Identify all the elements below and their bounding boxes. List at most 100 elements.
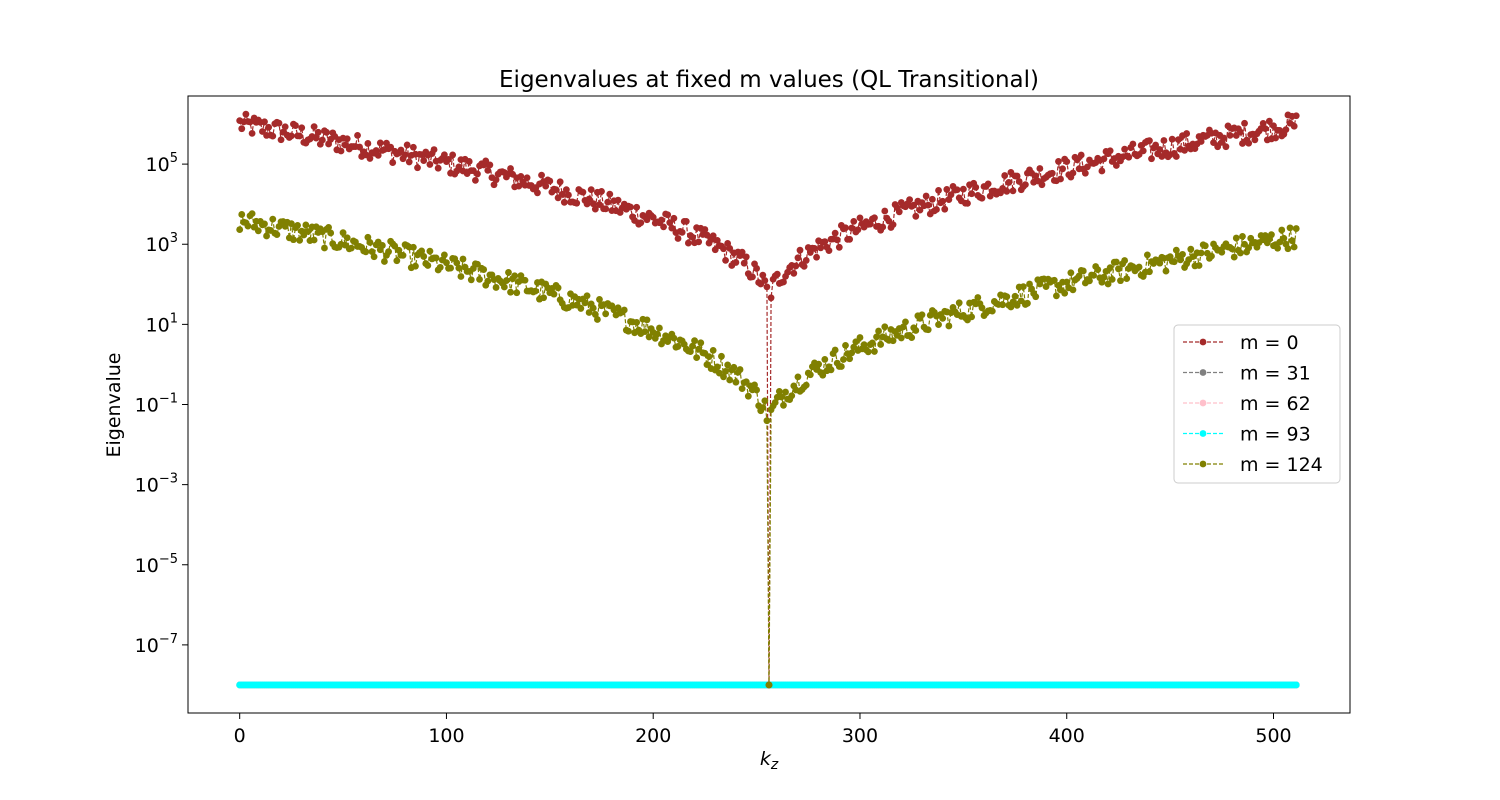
legend-item: m = 93 [1183,424,1311,446]
data-point [709,232,717,240]
data-point [455,163,463,171]
data-point [738,248,746,256]
data-point [430,146,438,153]
data-point [1265,117,1273,125]
data-point [1282,126,1290,134]
data-point [1021,181,1029,189]
data-point [1135,263,1143,271]
data-point [889,221,897,229]
data-point [1177,256,1184,264]
data-point [399,251,407,259]
data-point [381,258,388,265]
data-point [633,203,641,211]
data-point [236,226,244,233]
data-point [761,397,769,405]
data-point [513,289,521,297]
data-point [713,236,721,244]
data-point [837,363,845,370]
data-point [587,186,595,194]
x-axis: 0 100 200 300 400 500 [234,713,1292,747]
data-point [678,228,686,236]
data-point [1259,119,1267,127]
data-point [1104,280,1112,288]
y-tick-label: 103 [146,231,178,256]
data-point [1112,162,1120,169]
data-point [1009,187,1017,195]
data-point [988,307,996,315]
data-point [825,247,833,255]
y-tick-label: 10−3 [135,472,178,497]
data-point [918,311,926,319]
data-point [1048,169,1056,177]
data-point [753,386,760,394]
data-point [792,262,800,270]
data-point [1057,175,1064,183]
data-point [695,238,703,246]
data-point [546,177,554,185]
data-point [409,143,417,151]
data-point [1036,165,1044,172]
data-point [821,238,829,246]
data-point [724,361,732,369]
data-point [871,348,878,355]
data-point [742,378,750,386]
data-point [596,201,603,209]
data-point [1079,267,1087,275]
data-point [1172,153,1180,160]
data-point [507,165,514,172]
data-point [290,236,297,244]
data-point [974,294,982,301]
data-point [1168,135,1176,143]
data-point [1077,151,1085,159]
plot-area [236,110,1300,689]
data-point [287,220,295,228]
data-point [296,236,304,244]
data-point [736,366,744,373]
data-point [939,315,947,322]
data-point [643,216,651,224]
data-point [1001,172,1009,179]
data-point [480,266,488,273]
data-point [523,174,531,182]
data-point [670,334,678,342]
data-point [806,371,814,379]
data-point [426,247,434,255]
data-point [542,182,550,190]
data-point [831,229,839,237]
data-point [354,131,361,139]
data-point [848,349,856,357]
data-point [788,392,796,400]
data-point [1003,187,1011,195]
data-point [968,313,976,321]
data-point [1228,245,1236,253]
data-point [709,346,717,354]
data-point [265,123,273,131]
data-point [393,257,401,265]
data-point [627,203,634,211]
data-point [763,283,771,291]
legend-label: m = 31 [1240,363,1311,385]
data-point [964,199,971,207]
data-point [418,247,426,255]
data-point [385,248,392,256]
data-point [1063,158,1071,166]
data-point [1245,244,1253,252]
legend-label: m = 62 [1240,393,1311,415]
data-point [1059,165,1066,173]
y-tick-label: 10−1 [135,392,178,417]
data-point [711,246,719,254]
data-point [507,288,514,296]
data-point [1226,131,1234,139]
data-point [1106,264,1114,272]
x-axis-label: kz [760,748,779,773]
data-point [339,229,347,237]
data-point [833,236,841,244]
data-point [660,223,667,231]
data-point [881,323,889,331]
data-point [583,292,591,300]
data-point [968,190,976,198]
data-point [674,343,682,350]
data-point [854,226,862,234]
data-point [426,161,434,168]
data-point [1055,158,1062,165]
